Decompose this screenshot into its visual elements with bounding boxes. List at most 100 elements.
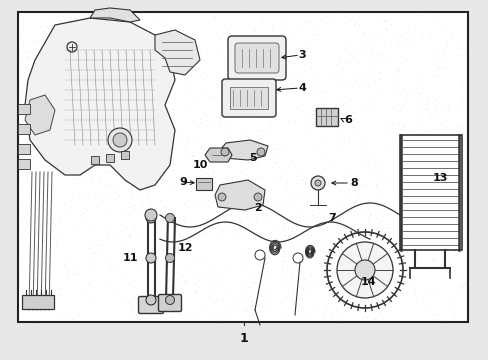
Point <box>428 256 436 262</box>
Point <box>73 175 81 181</box>
Point <box>141 143 148 149</box>
Point <box>198 145 206 150</box>
Point <box>437 108 445 114</box>
Point <box>437 63 445 68</box>
Text: 14: 14 <box>360 277 375 287</box>
Point <box>457 52 465 58</box>
Point <box>447 17 455 23</box>
Point <box>301 19 308 25</box>
Point <box>347 121 355 127</box>
Point <box>406 203 414 209</box>
Point <box>248 68 256 74</box>
Point <box>29 55 37 61</box>
Point <box>268 59 276 65</box>
Point <box>59 98 67 104</box>
Point <box>330 199 338 205</box>
Point <box>406 131 413 137</box>
Point <box>378 51 386 57</box>
Point <box>144 204 152 210</box>
Point <box>202 146 209 152</box>
Point <box>220 120 228 126</box>
Point <box>38 264 46 270</box>
Point <box>170 262 178 268</box>
Point <box>337 187 345 193</box>
Point <box>116 153 123 158</box>
Point <box>363 206 371 212</box>
Point <box>362 252 369 258</box>
Point <box>122 224 130 230</box>
Point <box>349 166 357 172</box>
Point <box>18 118 26 124</box>
Point <box>224 55 232 61</box>
Point <box>208 14 216 20</box>
Point <box>459 84 467 90</box>
Point <box>221 198 229 204</box>
Point <box>147 67 155 72</box>
Point <box>92 140 100 146</box>
Point <box>107 269 115 274</box>
Point <box>441 214 449 220</box>
Point <box>252 192 260 198</box>
Point <box>123 60 131 66</box>
Point <box>106 63 114 69</box>
Point <box>346 51 353 57</box>
Point <box>167 256 175 262</box>
Point <box>354 60 362 66</box>
Point <box>25 158 33 164</box>
Point <box>270 141 278 147</box>
Point <box>85 69 93 75</box>
Point <box>444 150 451 156</box>
Point <box>454 172 462 177</box>
Point <box>402 95 410 101</box>
Point <box>369 282 377 288</box>
Point <box>203 240 210 246</box>
Point <box>415 76 423 81</box>
Point <box>412 167 420 172</box>
Point <box>125 305 133 311</box>
Point <box>41 294 49 300</box>
Point <box>453 248 461 254</box>
Point <box>112 243 120 248</box>
Point <box>439 24 447 30</box>
Point <box>174 42 182 48</box>
Point <box>385 255 392 261</box>
Point <box>146 197 154 203</box>
Point <box>408 142 416 148</box>
Point <box>162 228 170 233</box>
Point <box>344 138 352 144</box>
Point <box>324 261 332 267</box>
Point <box>189 222 197 228</box>
Point <box>125 75 133 81</box>
Point <box>426 115 434 121</box>
Point <box>278 257 285 263</box>
Point <box>328 256 336 262</box>
Point <box>171 173 179 179</box>
Point <box>200 27 207 33</box>
Point <box>125 124 133 130</box>
Point <box>297 194 305 199</box>
Point <box>18 253 26 259</box>
Point <box>253 164 261 170</box>
Point <box>150 233 158 239</box>
Point <box>59 13 67 19</box>
Point <box>286 46 294 52</box>
Point <box>270 116 278 122</box>
Point <box>219 286 227 292</box>
Point <box>128 194 136 200</box>
Point <box>292 145 300 151</box>
Point <box>44 230 52 236</box>
Point <box>305 201 313 207</box>
Point <box>110 261 118 266</box>
Point <box>270 179 278 185</box>
Point <box>460 280 468 285</box>
Point <box>372 269 380 275</box>
Point <box>380 146 388 152</box>
Point <box>225 312 233 318</box>
Point <box>122 95 129 101</box>
Point <box>112 26 120 32</box>
Point <box>284 69 292 75</box>
Point <box>288 204 296 210</box>
Point <box>283 293 291 298</box>
Point <box>349 181 357 186</box>
Point <box>168 246 176 252</box>
